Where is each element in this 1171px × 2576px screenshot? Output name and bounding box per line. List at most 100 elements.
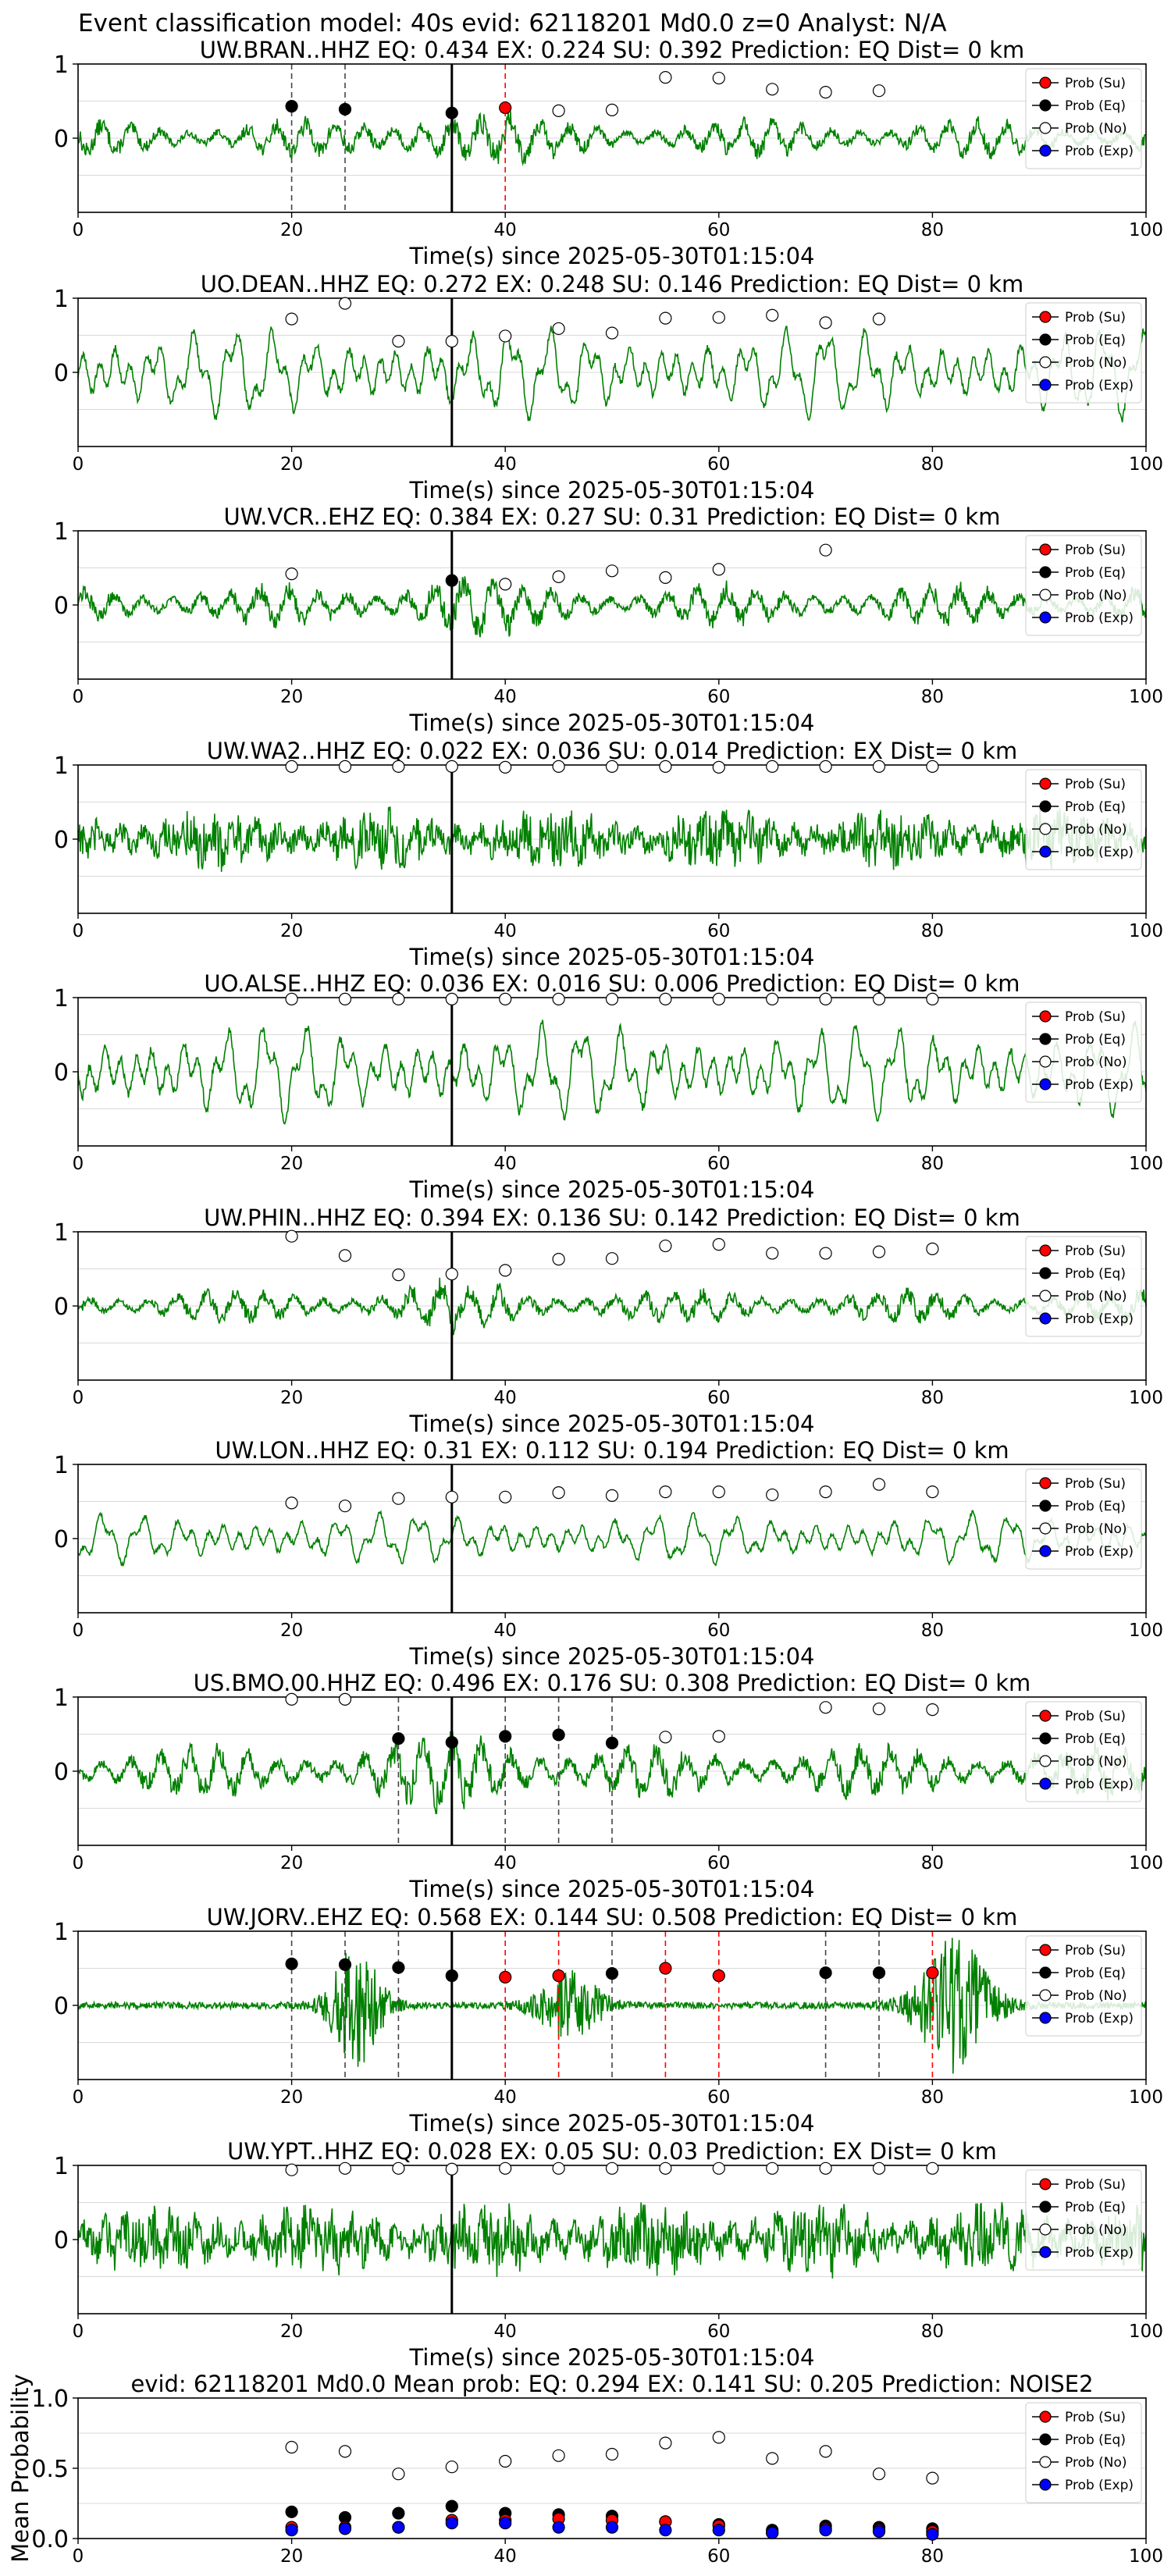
data-point-no — [445, 1490, 458, 1503]
data-point-no — [926, 1485, 939, 1499]
data-point-no — [712, 2431, 725, 2444]
data-point-su — [552, 1969, 565, 1983]
x-tick-label: 20 — [280, 2087, 303, 2108]
legend-swatch-exp — [1039, 2246, 1052, 2258]
data-point-no — [659, 1731, 672, 1744]
legend: Prob (Su) Prob (Eq) Prob (No) Prob (Exp) — [1025, 1002, 1142, 1103]
x-tick-label: 80 — [921, 454, 944, 475]
legend-swatch-eq — [1039, 99, 1052, 112]
legend-label-exp: Prob (Exp) — [1065, 845, 1134, 860]
seismic-trace — [77, 1019, 1147, 1125]
data-point-no — [766, 760, 779, 774]
data-point-eq — [445, 1969, 458, 1983]
legend-swatch-su — [1039, 543, 1052, 556]
x-tick-label: 20 — [280, 2322, 303, 2342]
y-tick-label: 0 — [54, 2227, 69, 2254]
legend-box — [1025, 1935, 1142, 2037]
data-point-no — [872, 1245, 886, 1258]
y-tick-label: 0 — [54, 827, 69, 854]
data-point-no — [659, 2436, 672, 2450]
y-tick-label: 1 — [54, 1685, 69, 1712]
data-point-su — [499, 1970, 512, 1984]
data-point-exp — [445, 2517, 458, 2530]
x-tick-label: 20 — [280, 454, 303, 475]
legend-label-su: Prob (Su) — [1065, 76, 1126, 91]
chart-panel-10: UW.YPT..HHZ EQ: 0.028 EX: 0.05 SU: 0.03 … — [54, 2138, 1163, 2371]
data-point-eq — [605, 1736, 619, 1749]
data-point-no — [872, 2467, 886, 2481]
y-tick-label: 1 — [54, 985, 69, 1012]
x-axis-label: Time(s) since 2025-05-30T01:15:04 — [409, 1411, 815, 1437]
data-point-exp — [659, 2524, 672, 2537]
x-tick-label: 60 — [707, 687, 730, 707]
x-tick-label: 0 — [73, 1853, 84, 1873]
legend: Prob (Su) Prob (Eq) Prob (No) Prob (Exp) — [1025, 1468, 1142, 1570]
data-point-exp — [285, 2524, 298, 2537]
x-tick-label: 100 — [1129, 220, 1163, 240]
data-point-no — [926, 1703, 939, 1717]
data-point-no — [605, 326, 619, 340]
legend: Prob (Su) Prob (Eq) Prob (No) Prob (Exp) — [1025, 1236, 1142, 1337]
page-title: Event classification model: 40s evid: 62… — [78, 9, 947, 37]
data-point-no — [819, 1701, 832, 1714]
data-point-no — [819, 316, 832, 329]
legend-swatch-no — [1039, 1989, 1052, 2001]
legend: Prob (Su) Prob (Eq) Prob (No) Prob (Exp) — [1025, 302, 1142, 404]
x-tick-label: 40 — [494, 921, 517, 941]
legend-swatch-su — [1039, 311, 1052, 323]
data-point-no — [445, 2162, 458, 2176]
x-tick-label: 0 — [73, 220, 84, 240]
chart-title: UW.BRAN..HHZ EQ: 0.434 EX: 0.224 SU: 0.3… — [200, 37, 1025, 63]
legend-label-exp: Prob (Exp) — [1065, 144, 1134, 159]
data-point-no — [926, 1242, 939, 1255]
legend-label-eq: Prob (Eq) — [1065, 1966, 1126, 1981]
x-tick-label: 40 — [494, 1853, 517, 1873]
y-tick-label: 0 — [54, 1759, 69, 1786]
legend-label-eq: Prob (Eq) — [1065, 1032, 1126, 1048]
data-point-no — [605, 2447, 619, 2461]
legend-box — [1025, 535, 1142, 636]
legend-label-no: Prob (No) — [1065, 588, 1127, 603]
data-point-exp — [338, 2522, 352, 2535]
data-point-no — [499, 760, 512, 774]
data-point-no — [712, 1485, 725, 1499]
legend-swatch-exp — [1039, 1312, 1052, 1325]
legend-label-exp: Prob (Exp) — [1065, 2245, 1134, 2261]
data-point-no — [285, 1692, 298, 1706]
data-point-no — [819, 1247, 832, 1260]
legend-label-no: Prob (No) — [1065, 2222, 1127, 2238]
y-tick-label: 0 — [54, 1293, 69, 1321]
y-tick-label: 0 — [54, 1059, 69, 1087]
y-tick-label: 1 — [54, 518, 69, 546]
x-axis-label: Time(s) since 2025-05-30T01:15:04 — [409, 2344, 815, 2371]
legend-label-su: Prob (Su) — [1065, 1244, 1126, 1259]
chart-title: US.BMO.00.HHZ EQ: 0.496 EX: 0.176 SU: 0.… — [194, 1670, 1031, 1696]
legend-label-su: Prob (Su) — [1065, 1943, 1126, 1959]
legend-swatch-eq — [1039, 566, 1052, 578]
data-point-exp — [605, 2521, 619, 2534]
data-point-no — [445, 2460, 458, 2474]
data-point-eq — [285, 2505, 298, 2518]
data-point-eq — [445, 574, 458, 587]
data-point-eq — [285, 1957, 298, 1970]
y-tick-label: 1.0 — [31, 2386, 69, 2413]
x-tick-label: 0 — [73, 2546, 84, 2567]
data-point-su — [499, 101, 512, 115]
x-tick-label: 100 — [1129, 1388, 1163, 1408]
data-point-no — [285, 992, 298, 1006]
legend-label-su: Prob (Su) — [1065, 1709, 1126, 1724]
data-point-no — [605, 564, 619, 578]
chart-panel-9: UW.JORV..EHZ EQ: 0.568 EX: 0.144 SU: 0.5… — [54, 1904, 1163, 2137]
x-tick-label: 20 — [280, 1154, 303, 1174]
x-tick-label: 60 — [707, 2546, 730, 2567]
data-point-no — [819, 992, 832, 1006]
y-tick-label: 1 — [54, 753, 69, 780]
legend-label-no: Prob (No) — [1065, 1988, 1127, 2004]
data-point-exp — [819, 2524, 832, 2537]
legend: Prob (Su) Prob (Eq) Prob (No) Prob (Exp) — [1025, 2169, 1142, 2271]
legend-swatch-eq — [1039, 1500, 1052, 1512]
chart-panel-1: UW.BRAN..HHZ EQ: 0.434 EX: 0.224 SU: 0.3… — [54, 37, 1163, 269]
legend-swatch-su — [1039, 1710, 1052, 1722]
data-point-no — [712, 1238, 725, 1251]
legend-label-exp: Prob (Exp) — [1065, 1077, 1134, 1093]
